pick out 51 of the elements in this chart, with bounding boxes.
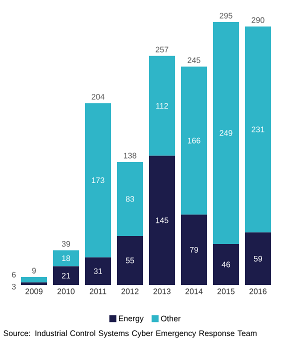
bar xyxy=(212,244,239,285)
x-tick-label: 2009 xyxy=(26,288,43,294)
bar xyxy=(212,22,239,244)
data-label: 21 xyxy=(62,272,70,278)
data-label: 3 xyxy=(12,284,16,290)
bar xyxy=(21,276,47,282)
bar xyxy=(52,250,79,266)
data-label: 231 xyxy=(252,126,264,132)
total-label: 138 xyxy=(124,152,136,158)
bar xyxy=(180,66,207,215)
data-label: 83 xyxy=(126,196,134,202)
total-label: 257 xyxy=(156,46,168,52)
x-tick-label: 2014 xyxy=(185,288,203,294)
total-label: 9 xyxy=(32,268,36,274)
bar xyxy=(116,162,143,236)
bar xyxy=(116,236,143,285)
data-label: 18 xyxy=(62,255,70,262)
bar xyxy=(21,282,47,285)
x-tick-label: 2016 xyxy=(249,288,267,294)
data-label: 112 xyxy=(156,103,168,109)
bar xyxy=(84,103,111,258)
data-label: 46 xyxy=(222,262,230,268)
bar xyxy=(52,266,79,285)
bar xyxy=(244,26,271,232)
data-label: 166 xyxy=(188,138,200,144)
x-tick-label: 2012 xyxy=(122,288,138,294)
source-note: Source: Industrial Control Systems Cyber Emergency Response Team xyxy=(4,330,256,338)
bar xyxy=(84,257,111,285)
total-label: 204 xyxy=(92,94,104,100)
bar xyxy=(244,232,271,285)
legend-label: Energy xyxy=(118,316,144,323)
data-label: 31 xyxy=(94,268,102,274)
x-tick-label: 2013 xyxy=(154,288,171,294)
x-tick-label: 2011 xyxy=(90,288,106,294)
data-label: 59 xyxy=(254,256,262,262)
total-label: 39 xyxy=(62,241,70,247)
data-label: 6 xyxy=(12,272,16,278)
data-label: 249 xyxy=(220,130,232,136)
total-label: 290 xyxy=(252,17,264,23)
data-label: 79 xyxy=(190,246,198,253)
x-tick-label: 2015 xyxy=(217,288,235,294)
legend-label: Other xyxy=(161,315,181,322)
data-label: 173 xyxy=(92,177,104,184)
bar xyxy=(148,56,175,156)
bar xyxy=(180,214,207,285)
total-label: 245 xyxy=(188,57,200,64)
data-label: 55 xyxy=(126,258,134,264)
data-label: 145 xyxy=(156,218,168,224)
bar xyxy=(148,156,175,285)
x-tick-label: 2010 xyxy=(58,288,75,294)
total-label: 295 xyxy=(220,12,232,18)
